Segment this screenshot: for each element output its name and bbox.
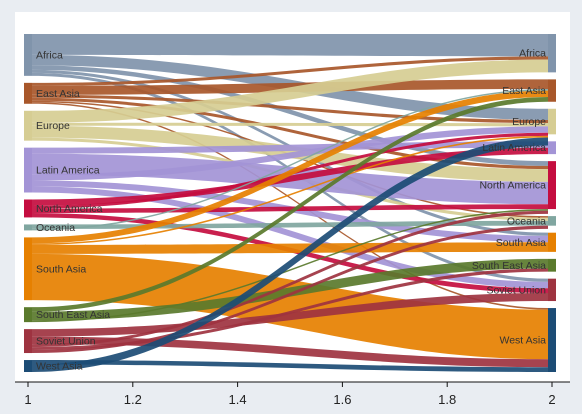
left-node-east-asia	[24, 82, 32, 104]
node-layer	[24, 34, 556, 372]
right-node-south-east-asia	[548, 258, 556, 272]
x-axis: 1 1.2 1.4 1.6 1.8 2	[15, 381, 570, 407]
right-label-europe: Europe	[512, 116, 546, 128]
right-label-east-asia: East Asia	[502, 85, 546, 97]
flow-europe-to-europe	[32, 122, 548, 127]
left-node-europe	[24, 110, 32, 141]
left-label-africa: Africa	[36, 49, 63, 61]
flow-africa-to-africa	[32, 34, 548, 57]
right-label-south-asia: South Asia	[496, 237, 546, 249]
right-node-oceania	[548, 216, 556, 226]
flow-soviet-union-to-soviet-union	[32, 293, 548, 337]
left-node-west-asia	[24, 360, 32, 372]
x-tick-label-1: 1	[24, 392, 31, 407]
flow-south-asia-to-west-asia	[32, 253, 548, 360]
left-node-north-america	[24, 199, 32, 218]
left-label-east-asia: East Asia	[36, 88, 80, 100]
left-label-oceania: Oceania	[36, 222, 75, 234]
x-tick-label-2: 2	[548, 392, 555, 407]
left-node-south-asia	[24, 237, 32, 301]
right-node-north-america	[548, 161, 556, 210]
flow-east-asia-to-europe	[32, 94, 548, 124]
left-label-europe: Europe	[36, 120, 70, 132]
flow-west-asia-to-west-asia	[32, 360, 548, 372]
right-label-oceania: Oceania	[507, 215, 546, 227]
right-node-east-asia	[548, 79, 556, 102]
flow-east-asia-to-east-asia	[32, 79, 548, 95]
left-node-south-east-asia	[24, 307, 32, 323]
flow-south-east-asia-to-south-east-asia	[32, 258, 548, 321]
right-label-latin-america: Latin America	[482, 142, 546, 154]
right-node-south-asia	[548, 232, 556, 252]
left-node-latin-america	[24, 147, 32, 193]
flow-layer	[32, 34, 548, 372]
left-label-south-asia: South Asia	[36, 263, 86, 275]
flow-north-america-to-north-america	[32, 204, 548, 213]
flow-east-asia-to-africa	[32, 56, 548, 86]
right-node-africa	[548, 34, 556, 73]
right-node-europe	[548, 108, 556, 135]
x-tick-label-1-6: 1.6	[333, 392, 351, 407]
right-label-africa: Africa	[519, 48, 546, 60]
x-tick-label-1-2: 1.2	[124, 392, 142, 407]
flow-europe-to-africa	[32, 59, 548, 123]
right-label-soviet-union: Soviet Union	[486, 284, 546, 296]
flow-oceania-to-oceania	[32, 220, 548, 229]
label-layer: Africa East Asia Europe Latin America North …	[36, 48, 546, 373]
flow-latin-america-to-europe	[32, 126, 548, 181]
left-label-latin-america: Latin America	[36, 165, 100, 177]
x-tick-label-1-4: 1.4	[229, 392, 247, 407]
right-node-west-asia	[548, 308, 556, 372]
x-tick-label-1-8: 1.8	[438, 392, 456, 407]
right-node-soviet-union	[548, 278, 556, 302]
left-label-west-asia: West Asia	[36, 361, 83, 373]
right-label-south-east-asia: South East Asia	[472, 260, 546, 272]
left-node-africa	[24, 34, 32, 76]
flow-north-america-to-latin-america	[32, 147, 548, 206]
left-label-south-east-asia: South East Asia	[36, 309, 110, 321]
left-label-north-america: North America	[36, 203, 103, 215]
left-node-oceania	[24, 224, 32, 231]
right-label-west-asia: West Asia	[500, 335, 547, 347]
right-label-north-america: North America	[479, 180, 546, 192]
left-label-soviet-union: Soviet Union	[36, 336, 96, 348]
right-node-latin-america	[548, 141, 556, 155]
left-node-soviet-union	[24, 329, 32, 354]
